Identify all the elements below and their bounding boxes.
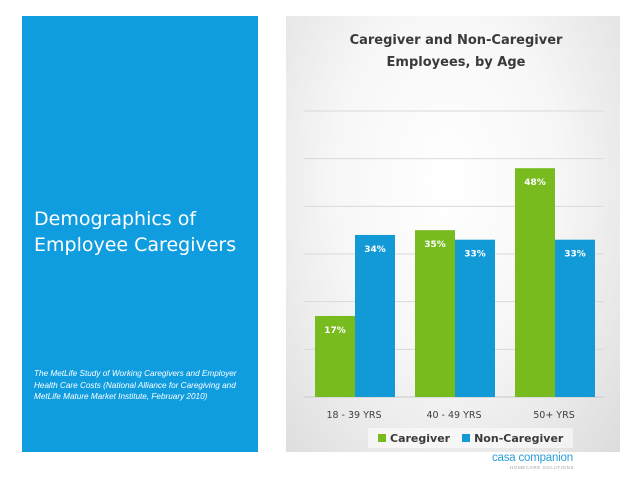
x-tick-label: 18 - 39 YRS: [326, 410, 381, 421]
chart-title: Caregiver and Non-Caregiver Employees, b…: [349, 33, 563, 70]
chart-panel: Caregiver and Non-Caregiver Employees, b…: [286, 16, 620, 452]
legend-item-caregiver: Caregiver: [378, 432, 450, 445]
data-label: 33%: [564, 250, 586, 260]
x-tick-label: 50+ YRS: [533, 410, 575, 421]
legend: Caregiver Non-Caregiver: [368, 428, 574, 448]
bar-caregiver-0: [315, 315, 355, 397]
x-tick-label: 40 - 49 YRS: [426, 410, 481, 421]
bar-non-caregiver-0: [355, 234, 395, 397]
data-label: 35%: [424, 240, 446, 250]
casa-companion-logo: casa companion HOMECARE SOLUTIONS: [492, 451, 592, 475]
data-label: 17%: [324, 326, 346, 336]
bar-non-caregiver-2: [555, 239, 595, 397]
bar-non-caregiver-1: [455, 239, 495, 397]
panel-citation: The MetLife Study of Working Caregivers …: [34, 369, 237, 401]
logo-tagline: HOMECARE SOLUTIONS: [510, 465, 575, 470]
panel-title: Demographics of Employee Caregivers: [34, 208, 237, 256]
data-label: 33%: [464, 250, 486, 260]
legend-label-caregiver: Caregiver: [390, 431, 451, 445]
data-label: 34%: [364, 245, 386, 255]
logo-name: casa companion: [492, 452, 573, 464]
legend-item-non-caregiver: Non-Caregiver: [462, 432, 563, 445]
bar-caregiver-1: [415, 230, 455, 397]
legend-swatch-non-caregiver: [462, 434, 471, 442]
bar-caregiver-2: [515, 168, 555, 397]
legend-label-non-caregiver: Non-Caregiver: [474, 431, 564, 445]
bar-chart: 17% 34% 18 - 39 YRS 35% 33% 40 - 49 YRS 48% 33%…: [304, 110, 604, 421]
left-panel: Demographics of Employee Caregivers The …: [22, 16, 258, 452]
legend-swatch-caregiver: [378, 434, 386, 442]
data-label: 48%: [524, 178, 546, 188]
